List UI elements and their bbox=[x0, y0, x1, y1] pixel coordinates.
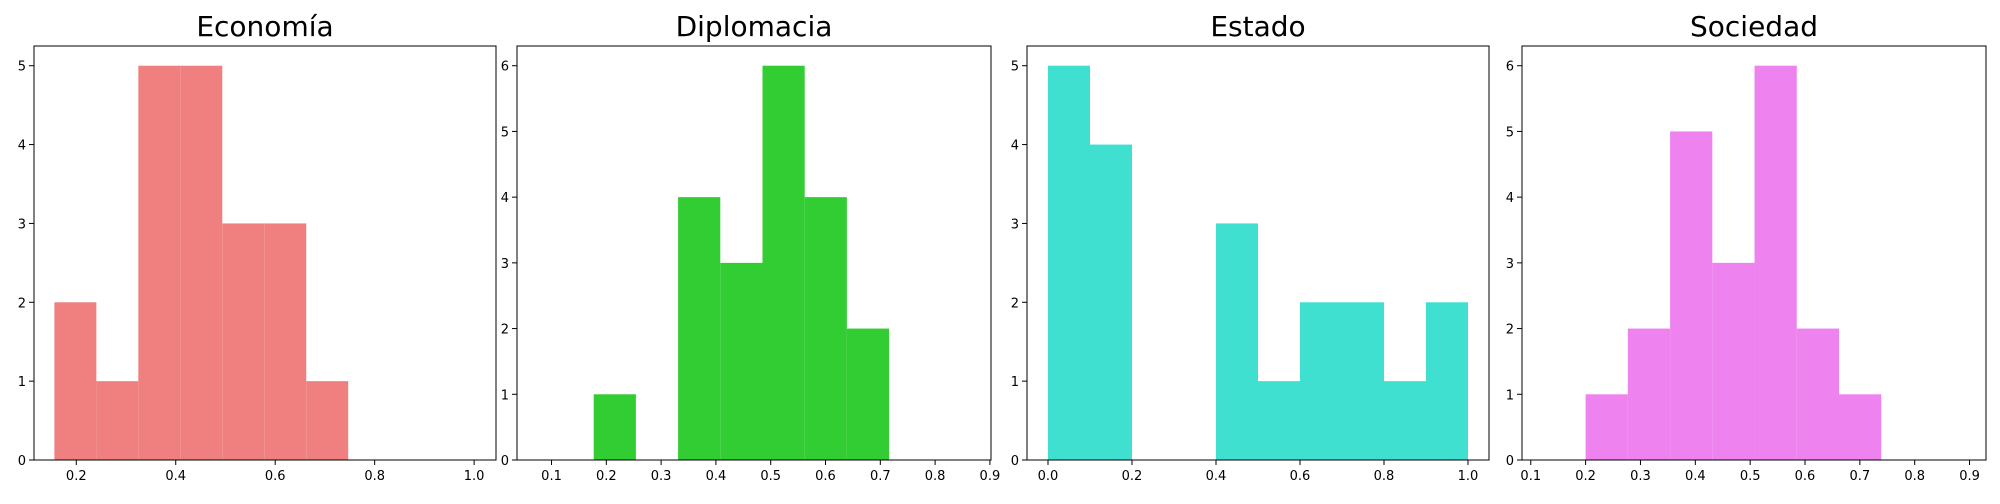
y-tick-label: 4 bbox=[1011, 139, 1019, 154]
y-tick-label: 3 bbox=[1506, 257, 1514, 272]
y-tick-label: 5 bbox=[1506, 125, 1514, 140]
chart-title: Estado bbox=[1210, 10, 1305, 43]
y-tick-label: 3 bbox=[501, 257, 509, 272]
y-tick-label: 2 bbox=[501, 323, 509, 338]
y-tick-label: 2 bbox=[1506, 323, 1514, 338]
x-tick-label: 0.9 bbox=[1959, 469, 1980, 484]
x-tick-label: 0.1 bbox=[1520, 469, 1541, 484]
histogram-bar bbox=[180, 65, 223, 460]
x-tick-label: 0.1 bbox=[541, 469, 562, 484]
x-tick-label: 0.5 bbox=[760, 469, 781, 484]
histogram-bar bbox=[1090, 144, 1132, 461]
y-tick-label: 0 bbox=[18, 454, 26, 469]
x-tick-label: 0.2 bbox=[1122, 469, 1143, 484]
y-tick-label: 0 bbox=[1506, 454, 1514, 469]
x-tick-label: 0.4 bbox=[165, 469, 186, 484]
y-tick-label: 2 bbox=[18, 296, 26, 311]
histogram-bar bbox=[1670, 131, 1713, 460]
axes-frame bbox=[33, 45, 497, 461]
x-tick-label: 0.7 bbox=[1850, 469, 1871, 484]
x-tick-label: 0.4 bbox=[1206, 469, 1227, 484]
x-tick-label: 1.0 bbox=[464, 469, 485, 484]
x-tick-label: 0.6 bbox=[265, 469, 286, 484]
histogram-bar bbox=[138, 65, 181, 460]
histogram-bar bbox=[720, 262, 763, 460]
x-tick-label: 0.4 bbox=[1685, 469, 1706, 484]
x-tick-label: 0.2 bbox=[1575, 469, 1596, 484]
histogram-bar bbox=[222, 223, 265, 460]
y-tick-label: 0 bbox=[501, 454, 509, 469]
y-tick-label: 4 bbox=[501, 191, 509, 206]
x-tick-label: 0.0 bbox=[1038, 469, 1059, 484]
histogram-bar bbox=[1216, 223, 1258, 460]
histogram-bar bbox=[1796, 328, 1840, 460]
x-tick-label: 0.7 bbox=[870, 469, 891, 484]
histogram-bar bbox=[1426, 302, 1468, 460]
axes-frame bbox=[516, 45, 992, 461]
x-tick-label: 0.3 bbox=[1630, 469, 1651, 484]
y-tick-label: 4 bbox=[1506, 191, 1514, 206]
x-tick-label: 0.2 bbox=[66, 469, 87, 484]
histogram-bar bbox=[306, 381, 349, 460]
x-tick-label: 0.5 bbox=[1740, 469, 1761, 484]
x-tick-label: 0.2 bbox=[596, 469, 617, 484]
y-tick-label: 3 bbox=[1011, 217, 1019, 232]
histogram-bar bbox=[1300, 302, 1342, 460]
x-tick-label: 0.3 bbox=[651, 469, 672, 484]
y-tick-label: 1 bbox=[1011, 375, 1019, 390]
axes-frame bbox=[1521, 45, 1987, 461]
chart-title: Diplomacia bbox=[676, 10, 833, 43]
x-tick-label: 0.8 bbox=[364, 469, 385, 484]
y-tick-label: 1 bbox=[1506, 388, 1514, 403]
histogram-bar bbox=[846, 328, 890, 460]
x-tick-label: 0.4 bbox=[706, 469, 727, 484]
y-tick-label: 2 bbox=[1011, 296, 1019, 311]
x-tick-label: 1.0 bbox=[1458, 469, 1479, 484]
y-tick-label: 0 bbox=[1011, 454, 1019, 469]
x-tick-label: 0.9 bbox=[980, 469, 1001, 484]
histogram-bar bbox=[1384, 381, 1426, 460]
histogram-bar bbox=[1585, 394, 1628, 460]
y-tick-label: 6 bbox=[501, 60, 509, 75]
y-tick-label: 6 bbox=[1506, 60, 1514, 75]
histogram-bar bbox=[1839, 394, 1882, 460]
y-tick-label: 1 bbox=[18, 375, 26, 390]
histogram-bar bbox=[54, 302, 97, 460]
y-tick-label: 5 bbox=[501, 125, 509, 140]
y-tick-label: 5 bbox=[18, 60, 26, 75]
histogram-bar bbox=[1627, 328, 1671, 460]
histogram-bar bbox=[804, 197, 847, 460]
y-tick-label: 3 bbox=[18, 217, 26, 232]
x-tick-label: 0.6 bbox=[815, 469, 836, 484]
histogram-bar bbox=[678, 197, 721, 460]
histogram-bar bbox=[1258, 381, 1300, 460]
y-tick-label: 5 bbox=[1011, 60, 1019, 75]
histogram-bar bbox=[96, 381, 139, 460]
chart-title: Economía bbox=[196, 10, 333, 43]
y-tick-label: 1 bbox=[501, 388, 509, 403]
x-tick-label: 0.8 bbox=[1904, 469, 1925, 484]
chart-title: Sociedad bbox=[1690, 10, 1818, 43]
histogram-bar bbox=[762, 65, 805, 460]
histogram-bar bbox=[264, 223, 307, 460]
histogram-bar bbox=[593, 394, 636, 460]
histogram-bar bbox=[1712, 262, 1755, 460]
x-tick-label: 0.8 bbox=[925, 469, 946, 484]
histogram-bar bbox=[1342, 302, 1384, 460]
x-tick-label: 0.6 bbox=[1795, 469, 1816, 484]
histogram-bar bbox=[1754, 65, 1797, 460]
x-tick-label: 0.6 bbox=[1290, 469, 1311, 484]
x-tick-label: 0.8 bbox=[1374, 469, 1395, 484]
histogram-bar bbox=[1048, 65, 1090, 460]
axes-frame bbox=[1026, 45, 1490, 461]
y-tick-label: 4 bbox=[18, 139, 26, 154]
